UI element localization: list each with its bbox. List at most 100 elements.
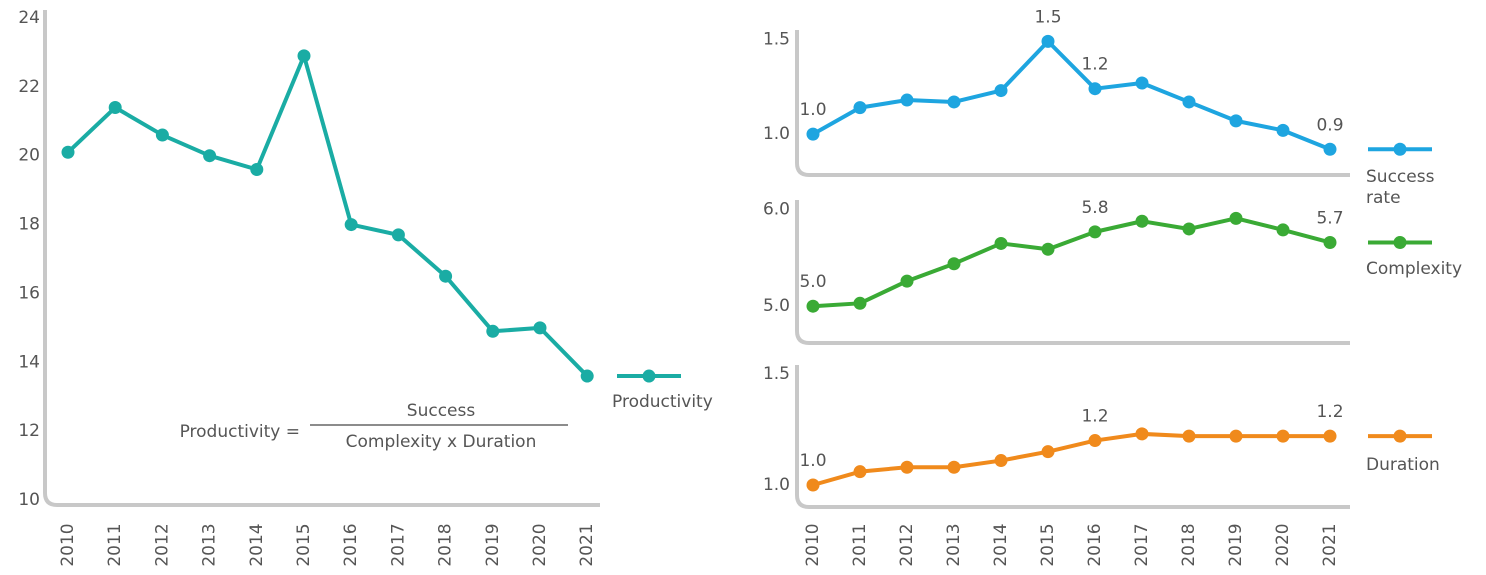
point	[806, 478, 820, 492]
point	[1323, 235, 1337, 249]
data-label: 0.9	[1316, 115, 1343, 135]
x-tick-label: 2012	[152, 523, 172, 566]
point	[1229, 211, 1243, 225]
point	[344, 218, 358, 232]
point	[1182, 429, 1196, 443]
legend-label: Productivity	[612, 392, 713, 413]
x-tick-label: 2019	[1226, 523, 1246, 566]
formula-denominator: Complexity x Duration	[346, 432, 537, 452]
x-tick-label: 2020	[1273, 523, 1293, 566]
point	[947, 460, 961, 474]
point	[108, 101, 122, 115]
line	[812, 431, 1330, 487]
point	[1276, 429, 1290, 443]
x-tick-label: 2011	[850, 523, 870, 566]
x-tick-label: 2015	[294, 523, 314, 566]
legend-dot	[1393, 142, 1407, 156]
point	[1041, 242, 1055, 256]
y-tick-label: 1.0	[763, 475, 790, 495]
data-label: 1.2	[1081, 55, 1108, 75]
x-tick-label: 2016	[341, 523, 361, 566]
point	[994, 84, 1008, 98]
formula-left: Productivity =	[180, 422, 300, 442]
data-label: 1.0	[799, 451, 826, 471]
point	[1088, 225, 1102, 239]
point	[533, 321, 547, 335]
y-tick-label: 24	[18, 8, 40, 28]
y-tick-label: 1.5	[763, 364, 790, 384]
point	[155, 128, 169, 142]
point	[853, 465, 867, 479]
y-tick-label: 16	[18, 283, 40, 303]
point	[1182, 95, 1196, 109]
y-tick-label: 1.5	[763, 29, 790, 49]
point	[1229, 114, 1243, 128]
x-tick-label: 2017	[1132, 523, 1152, 566]
point	[1041, 34, 1055, 48]
data-label: 1.0	[799, 100, 826, 120]
point	[439, 269, 453, 283]
data-label: 5.8	[1081, 198, 1108, 218]
formula-numerator: Success	[407, 401, 476, 421]
point	[1088, 434, 1102, 448]
point	[203, 149, 217, 163]
point	[1229, 429, 1243, 443]
x-tick-label: 2014	[247, 523, 267, 566]
x-tick-label: 2010	[803, 523, 823, 566]
x-tick-label: 2015	[1038, 523, 1058, 566]
point	[1182, 222, 1196, 236]
point	[486, 324, 500, 338]
point	[1088, 82, 1102, 96]
x-tick-label: 2011	[105, 523, 125, 566]
x-tick-label: 2013	[944, 523, 964, 566]
data-label: 5.7	[1316, 208, 1343, 228]
y-tick-label: 12	[18, 421, 40, 441]
point	[994, 454, 1008, 468]
line	[66, 53, 589, 378]
legend-label: Duration	[1366, 455, 1440, 476]
legend-dot	[642, 369, 656, 383]
data-label: 5.0	[799, 272, 826, 292]
point	[947, 95, 961, 109]
x-tick-label: 2016	[1085, 523, 1105, 566]
data-label: 1.2	[1316, 402, 1343, 422]
point	[806, 299, 820, 313]
point	[1276, 123, 1290, 137]
axis	[795, 365, 1350, 509]
point	[806, 127, 820, 141]
legend-label: Complexity	[1366, 259, 1463, 280]
data-label: 1.2	[1081, 407, 1108, 427]
data-label: 1.5	[1034, 7, 1061, 27]
y-tick-label: 18	[18, 215, 40, 235]
x-tick-label: 2017	[388, 523, 408, 566]
legend-dot	[1393, 429, 1407, 443]
axis	[795, 200, 1350, 345]
point	[250, 162, 264, 176]
x-tick-label: 2018	[1179, 523, 1199, 566]
y-tick-label: 6.0	[763, 200, 790, 220]
legend-dot	[1393, 235, 1407, 249]
x-tick-label: 2020	[530, 523, 550, 566]
x-tick-label: 2021	[1320, 523, 1340, 566]
point	[297, 49, 311, 63]
point	[947, 257, 961, 271]
axis	[43, 10, 600, 507]
y-tick-label: 1.0	[763, 124, 790, 144]
x-tick-label: 2010	[58, 523, 78, 566]
y-tick-label: 22	[18, 77, 40, 97]
line	[812, 39, 1331, 152]
legend-label: Success rate	[1366, 167, 1435, 209]
y-tick-label: 5.0	[763, 296, 790, 316]
line	[812, 216, 1331, 309]
point	[1135, 214, 1149, 228]
point	[1323, 142, 1337, 156]
x-tick-label: 2014	[991, 523, 1011, 566]
axis	[795, 30, 1350, 177]
point	[1135, 76, 1149, 90]
point	[391, 228, 405, 242]
x-tick-label: 2019	[483, 523, 503, 566]
point	[1323, 429, 1337, 443]
point	[61, 145, 75, 159]
